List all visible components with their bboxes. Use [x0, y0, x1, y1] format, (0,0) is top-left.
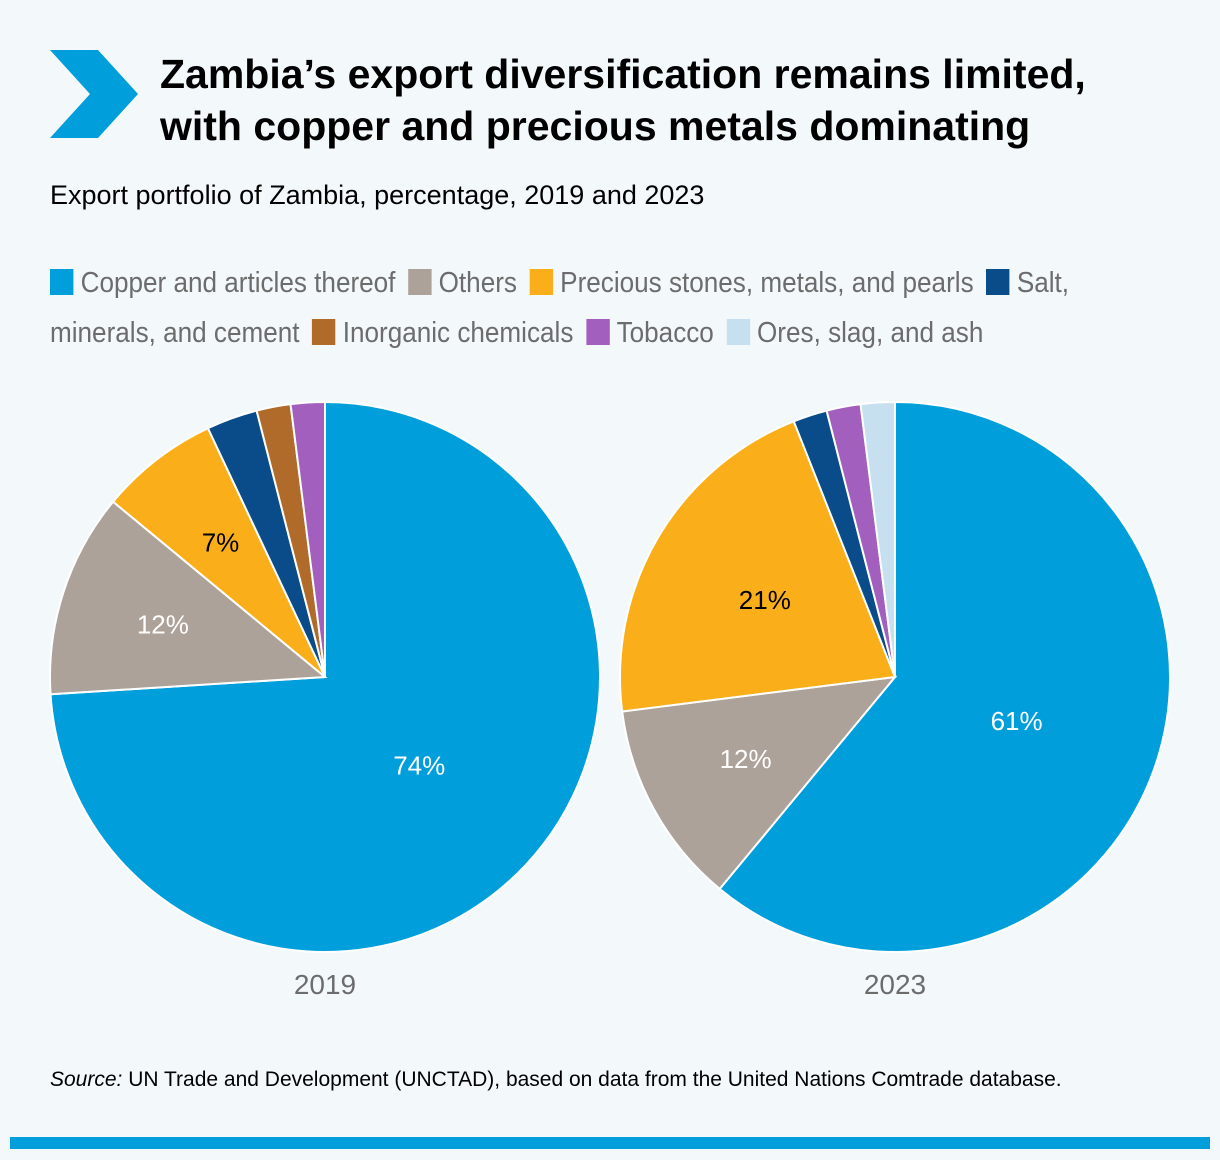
slice-label: 7% — [202, 527, 240, 557]
pie-slice-2023-1 — [621, 675, 898, 891]
legend-swatch — [986, 269, 1010, 295]
legend-label: Inorganic chemicals — [342, 317, 574, 349]
pie-slice-2023-0 — [718, 400, 1171, 953]
pie-slice-2019-5 — [289, 400, 326, 678]
legend-item: Salt, minerals, and cement — [50, 267, 1069, 349]
slice-label: 12% — [720, 744, 772, 774]
legend-swatch — [529, 269, 553, 295]
slice-label: 61% — [991, 706, 1043, 736]
page-title: Zambia’s export diversification remains … — [160, 48, 1200, 152]
source-prefix: Source: — [50, 1068, 123, 1091]
legend-label: Ores, slag, and ash — [757, 317, 984, 349]
legend-swatch — [312, 319, 336, 345]
legend-label: Others — [438, 267, 517, 299]
legend-swatch — [726, 319, 750, 345]
pie-charts: 74% 12% 7% 2019 61% 12% 21% 2023 — [49, 400, 1171, 1000]
legend-label: Precious stones, metals, and pearls — [560, 267, 974, 299]
legend-item: Tobacco — [585, 317, 714, 349]
slice-label: 74% — [393, 750, 445, 780]
legend-item: Precious stones, metals, and pearls — [529, 267, 974, 299]
title-line-2: with copper and precious metals dominati… — [160, 103, 1031, 149]
pie-slice-2023-5 — [859, 400, 896, 678]
legend-swatch — [408, 269, 432, 295]
pie-slice-2023-2 — [619, 420, 897, 713]
source-note: Source: UN Trade and Development (UNCTAD… — [50, 1068, 1062, 1092]
legend-item: Ores, slag, and ash — [726, 317, 983, 349]
legend-item: Copper and articles thereof — [50, 267, 395, 299]
legend-label: Tobacco — [616, 317, 714, 349]
bottom-accent-bar — [10, 1137, 1210, 1149]
legend: Copper and articles thereof Others Preciou… — [50, 258, 1148, 358]
slice-label: 12% — [137, 609, 189, 639]
legend-item: Inorganic chemicals — [312, 317, 573, 349]
legend-label: Salt, minerals, and cement — [50, 267, 1070, 349]
year-label: 2019 — [294, 969, 356, 1000]
legend-swatch — [50, 269, 74, 295]
chart-subtitle: Export portfolio of Zambia, percentage, … — [50, 180, 705, 210]
title-line-1: Zambia’s export diversification remains … — [160, 51, 1086, 97]
legend-label: Copper and articles thereof — [80, 267, 396, 299]
legend-item: Others — [408, 267, 517, 299]
year-label: 2023 — [864, 969, 926, 1000]
source-text: UN Trade and Development (UNCTAD), based… — [122, 1068, 1062, 1091]
chevron-icon — [50, 50, 138, 138]
pie-slice-2019-2 — [111, 426, 326, 678]
slice-label: 21% — [739, 585, 791, 615]
pie-slice-2019-1 — [49, 500, 328, 696]
legend-swatch — [585, 319, 610, 345]
